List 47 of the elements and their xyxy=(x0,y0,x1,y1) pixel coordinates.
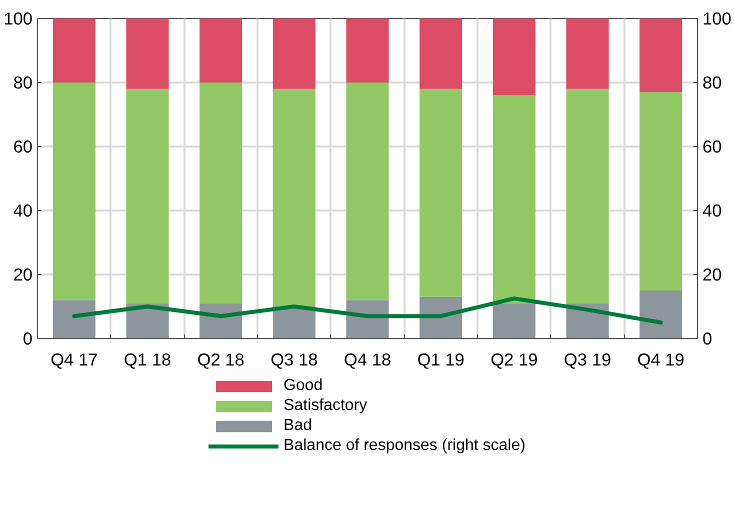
y-tick-label: 0 xyxy=(22,328,33,348)
bar xyxy=(126,88,169,304)
bar xyxy=(420,18,462,89)
y2-tick-label: 20 xyxy=(702,264,722,284)
y-tick-label: 100 xyxy=(4,8,33,28)
x-tick-label: Q3 19 xyxy=(564,350,612,370)
bar xyxy=(200,82,242,304)
bar xyxy=(52,18,96,82)
bar xyxy=(492,303,536,338)
x-tick-label: Q1 18 xyxy=(124,350,172,370)
y-tick-label: 80 xyxy=(13,72,33,92)
bar xyxy=(52,300,96,338)
legend-label: Good xyxy=(284,377,323,395)
line-series xyxy=(72,296,663,324)
bar xyxy=(492,18,536,96)
x-tick-label: Q2 18 xyxy=(197,350,244,370)
bar xyxy=(492,95,536,304)
x-tick-label: Q4 19 xyxy=(637,350,684,370)
y2-tick-label: 0 xyxy=(702,328,712,348)
y-tick-label: 60 xyxy=(13,136,33,156)
y2-tick-label: 40 xyxy=(702,200,722,220)
bar xyxy=(566,88,609,304)
legend-label: Balance of responses (right scale) xyxy=(284,437,526,455)
bar xyxy=(126,18,169,89)
bar xyxy=(640,92,682,290)
x-tick-label: Q4 18 xyxy=(344,350,392,370)
legend-label: Bad xyxy=(284,417,312,435)
bar xyxy=(346,18,389,82)
bar xyxy=(420,88,462,297)
x-tick-label: Q1 19 xyxy=(417,350,464,370)
bar xyxy=(566,18,609,89)
bar xyxy=(640,18,682,92)
bar xyxy=(346,82,389,300)
bar xyxy=(640,290,682,338)
bar xyxy=(272,18,316,89)
x-tick-label: Q2 19 xyxy=(490,350,538,370)
bar xyxy=(200,18,242,82)
y2-tick-label: 80 xyxy=(702,72,722,92)
y-tick-label: 20 xyxy=(13,264,33,284)
y2-tick-label: 100 xyxy=(702,8,732,28)
bar xyxy=(272,88,316,306)
y-tick-label: 40 xyxy=(13,200,33,220)
bar xyxy=(52,82,96,300)
x-tick-label: Q4 17 xyxy=(50,350,98,370)
legend-label: Satisfactory xyxy=(284,397,368,415)
y2-tick-label: 60 xyxy=(702,136,722,156)
x-tick-label: Q3 18 xyxy=(270,350,318,370)
